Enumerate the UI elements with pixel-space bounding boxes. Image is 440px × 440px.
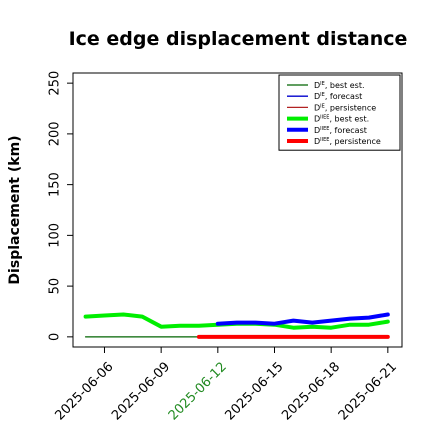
legend-label: DIE, persistence	[314, 103, 376, 112]
y-tick-label: 50	[48, 278, 63, 295]
legend: DIE, best est. DIE, forecast DIE, persiste…	[278, 74, 401, 151]
legend-label: DIIEE, persistence	[314, 137, 381, 146]
x-tick-label: 2025-06-15	[223, 359, 287, 423]
y-tick-label: 150	[48, 172, 63, 197]
x-tick-label: 2025-06-06	[52, 359, 116, 423]
y-axis: 0 50 100 150 200 250	[48, 71, 73, 341]
y-tick-label: 0	[48, 333, 63, 341]
series-line-4	[215, 312, 390, 326]
y-tick-label: 250	[48, 71, 63, 96]
legend-label: DIE, best est.	[314, 81, 365, 90]
legend-label: DIIEE, best est.	[314, 115, 369, 124]
y-axis-label: Displacement (km)	[7, 135, 23, 284]
legend-label: DIE, forecast	[314, 92, 362, 101]
chart-title: Ice edge displacement distance	[69, 28, 408, 50]
x-tick-label: 2025-06-21	[336, 359, 400, 423]
y-tick-label: 100	[48, 223, 63, 248]
x-tick-label: 2025-06-12	[166, 359, 230, 423]
plot-area	[83, 312, 390, 339]
legend-label: DIIEE, forecast	[314, 126, 367, 135]
y-tick-label: 200	[48, 121, 63, 146]
x-tick-label: 2025-06-18	[279, 359, 343, 423]
x-axis: 2025-06-062025-06-092025-06-122025-06-15…	[52, 347, 400, 423]
plot-frame	[72, 72, 403, 348]
x-tick-label: 2025-06-09	[109, 359, 173, 423]
legend-box	[278, 74, 401, 151]
